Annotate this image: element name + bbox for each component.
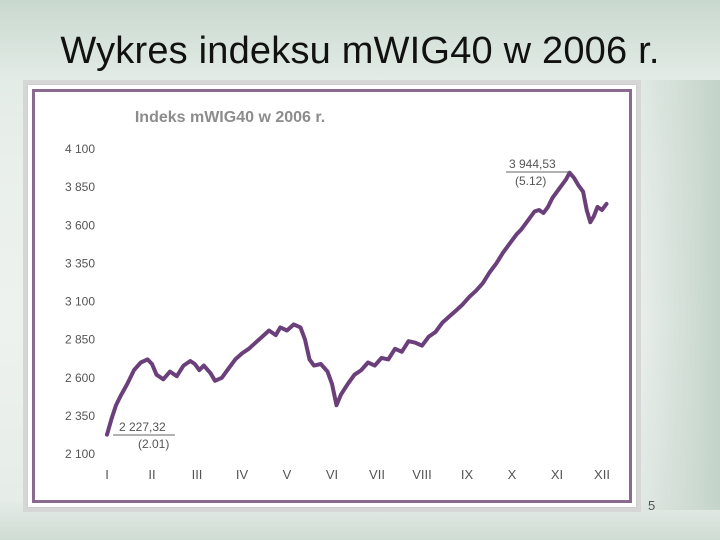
x-tick-label: VI [326,467,338,482]
x-tick-label: I [105,467,109,482]
x-tick-label: IX [461,467,474,482]
y-tick-label: 3 100 [65,295,95,309]
chart-title: Indeks mWIG40 w 2006 r. [135,109,325,126]
y-tick-label: 4 100 [65,142,95,156]
y-tick-label: 2 600 [65,371,95,385]
x-tick-label: V [283,467,292,482]
y-axis-tick-labels: 4 100 3 850 3 600 3 350 3 100 2 850 2 600 2 350… [65,142,95,461]
x-tick-label: II [148,467,155,482]
x-tick-label: X [508,467,517,482]
x-tick-label: XI [551,467,563,482]
annotation-max-value: 3 944,53 [509,157,556,171]
y-tick-label: 2 100 [65,447,95,461]
x-tick-label: VIII [412,467,432,482]
y-tick-label: 3 600 [65,218,95,232]
y-tick-label: 3 350 [65,256,95,270]
y-tick-label: 2 850 [65,333,95,347]
annotations: 3 944,53 (5.12) 2 227,32 (2.01) [113,157,569,451]
background-right-panel [630,80,720,510]
x-tick-label: XII [594,467,610,482]
x-tick-label: IV [236,467,249,482]
y-tick-label: 2 350 [65,409,95,423]
x-axis-tick-labels: I II III IV V VI VII VIII IX X XI XII [105,467,610,482]
series-layer [105,170,609,437]
x-tick-label: III [192,467,203,482]
annotation-min-value: 2 227,32 [119,420,166,434]
slide-title: Wykres indeksu mWIG40 w 2006 r. [60,30,660,72]
chart-panel: Indeks mWIG40 w 2006 r. 4 100 3 850 3 600 3… [32,89,632,503]
annotation-max-date: (5.12) [515,174,546,188]
x-tick-label: VII [369,467,385,482]
chart-frame: Indeks mWIG40 w 2006 r. 4 100 3 850 3 600 3… [27,84,637,508]
page-number: 5 [648,498,656,513]
series-line [105,170,609,437]
y-tick-label: 3 850 [65,180,95,194]
line-chart: Indeks mWIG40 w 2006 r. 4 100 3 850 3 600 3… [65,109,610,482]
annotation-min-date: (2.01) [138,437,169,451]
background-header-band [0,0,720,80]
